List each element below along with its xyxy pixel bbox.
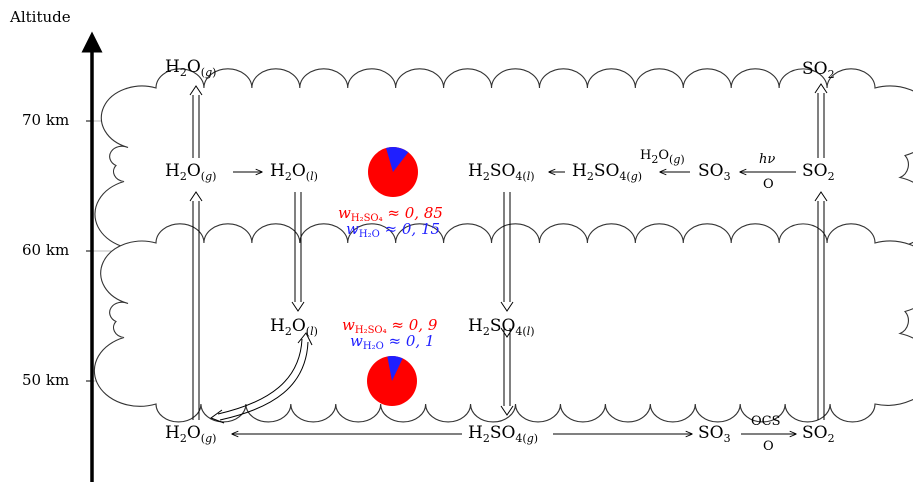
pie-lower-composition (367, 356, 417, 406)
label-h2so4-l-lower: H2SO4(l) (468, 316, 535, 338)
arrow-h2so4-l-g-exchange (500, 327, 514, 416)
label-h2o-l-lower: H2O(l) (270, 316, 318, 338)
arrow-h2o-bottom-to-upper (189, 191, 203, 420)
arrow-h2o-l-down (291, 192, 305, 312)
label-ocs: OCS (751, 414, 781, 429)
label-so2-bottom: SO2 (802, 423, 835, 445)
label-h2o-g-bottom: H2O(g) (165, 423, 217, 445)
label-h2o-over-arrow: H2O(g) (640, 148, 685, 166)
transport-arrows (189, 83, 828, 424)
weight-lower-sulfuric: wH₂SO₄ ≈ 0, 9 (342, 316, 438, 336)
label-so2-upper: SO2 (802, 161, 835, 183)
cloud-layers (93, 68, 913, 423)
lower-cloud-layer (93, 223, 913, 423)
axis-title: Altitude (10, 8, 71, 26)
tick-50km: 50 km (22, 371, 70, 389)
arrow-h2o-l-to-h2o-g-curved (209, 332, 313, 424)
arrow-so2-bottom-to-upper (814, 191, 828, 420)
weight-upper-sulfuric: wH₂SO₄ ≈ 0, 85 (338, 204, 443, 224)
label-so3-upper: SO3 (698, 161, 731, 183)
pie-slice-water (386, 146, 409, 172)
label-o-lower: O (763, 439, 774, 454)
pie-upper-composition (368, 146, 418, 197)
label-hnu: hν (759, 152, 776, 167)
label-h2so4-g-bottom: H2SO4(g) (468, 423, 539, 445)
tick-60km: 60 km (22, 241, 70, 259)
weight-upper-water: wH₂O ≈ 0, 15 (346, 220, 441, 240)
label-h2o-l-upper: H2O(l) (270, 161, 318, 183)
label-so3-bottom: SO3 (698, 423, 731, 445)
axis-ticks (86, 120, 92, 382)
label-so2-top: SO2 (802, 59, 835, 81)
weight-lower-water: wH₂O ≈ 0, 1 (350, 332, 435, 352)
label-h2o-g-upper: H2O(g) (165, 161, 217, 183)
arrow-h2so4-l-down (500, 192, 514, 312)
arrow-h2o-upper-to-top (189, 85, 203, 158)
reaction-arrows (232, 172, 796, 434)
arrow-so2-upper-to-top (814, 83, 828, 158)
pie-slice-water (387, 356, 403, 381)
label-h2so4-l-upper: H2SO4(l) (468, 161, 535, 183)
label-h2so4-g-upper: H2SO4(g) (572, 161, 643, 183)
label-o-upper: O (763, 177, 774, 192)
label-h2o-top: H2O(g) (165, 57, 217, 79)
tick-70km: 70 km (22, 111, 70, 129)
